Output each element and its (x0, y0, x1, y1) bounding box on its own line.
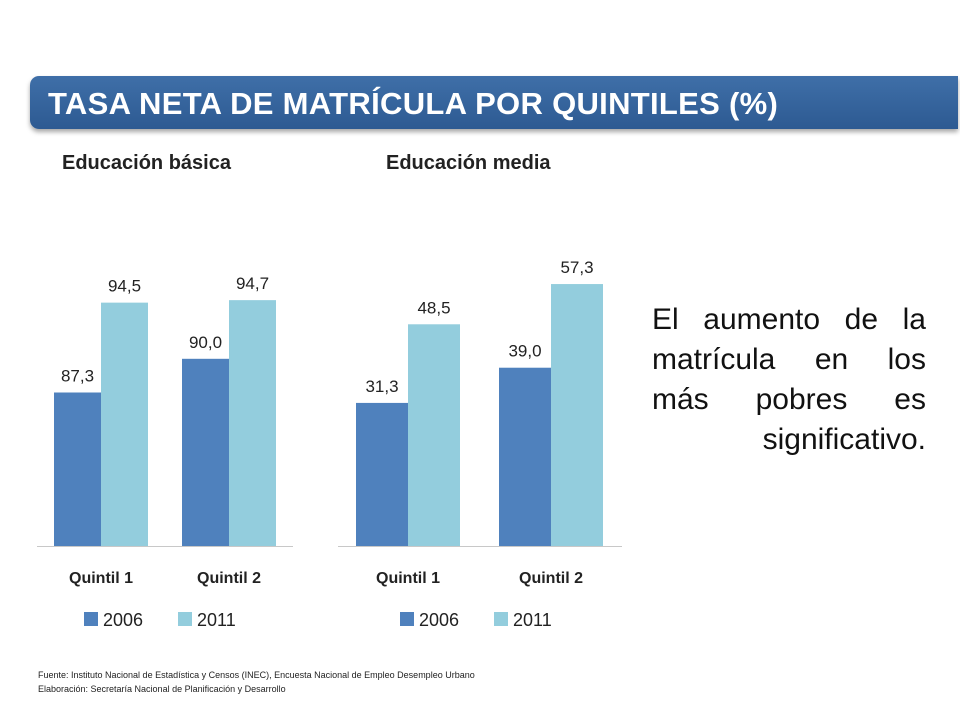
legend-swatch-2011 (494, 612, 508, 626)
bar-2011-2 (229, 300, 276, 546)
footer-elaboration: Elaboración: Secretaría Nacional de Plan… (38, 684, 286, 694)
title-bar (30, 76, 958, 129)
footer-source: Fuente: Instituto Nacional de Estadístic… (38, 670, 475, 680)
bar-2006-2 (182, 358, 229, 546)
x-tick-label: Quintil 1 (69, 570, 133, 587)
legend-label: 2011 (197, 610, 236, 630)
legend-swatch-2006 (84, 612, 98, 626)
bar-2011-2 (551, 284, 603, 546)
bar-2006-1 (356, 402, 408, 546)
chart-title-basica: Educación básica (62, 152, 231, 174)
data-label: 94,5 (108, 277, 141, 296)
data-label: 87,3 (61, 366, 94, 385)
legend-swatch-2011 (178, 612, 192, 626)
legend-swatch-2006 (400, 612, 414, 626)
data-label: 39,0 (508, 342, 541, 361)
bar-2011-1 (101, 302, 148, 546)
page-title: TASA NETA DE MATRÍCULA POR QUINTILES (%) (48, 86, 779, 121)
statement-text: El aumento de la matrícula en los más po… (652, 303, 926, 456)
legend-label: 2011 (513, 610, 552, 630)
bar-2006-1 (54, 392, 101, 546)
x-tick-label: Quintil 2 (519, 570, 583, 587)
data-label: 94,7 (236, 274, 269, 293)
data-label: 90,0 (189, 333, 222, 352)
data-label: 57,3 (560, 258, 593, 277)
data-label: 48,5 (417, 298, 450, 317)
footer: Fuente: Instituto Nacional de Estadístic… (38, 668, 475, 696)
legend-label: 2006 (419, 610, 459, 630)
x-tick-label: Quintil 1 (376, 570, 440, 587)
x-tick-label: Quintil 2 (197, 570, 261, 587)
chart-title-media: Educación media (386, 152, 551, 174)
legend-label: 2006 (103, 610, 143, 630)
data-label: 31,3 (365, 377, 398, 396)
bar-2011-1 (408, 324, 460, 546)
bar-2006-2 (499, 367, 551, 546)
